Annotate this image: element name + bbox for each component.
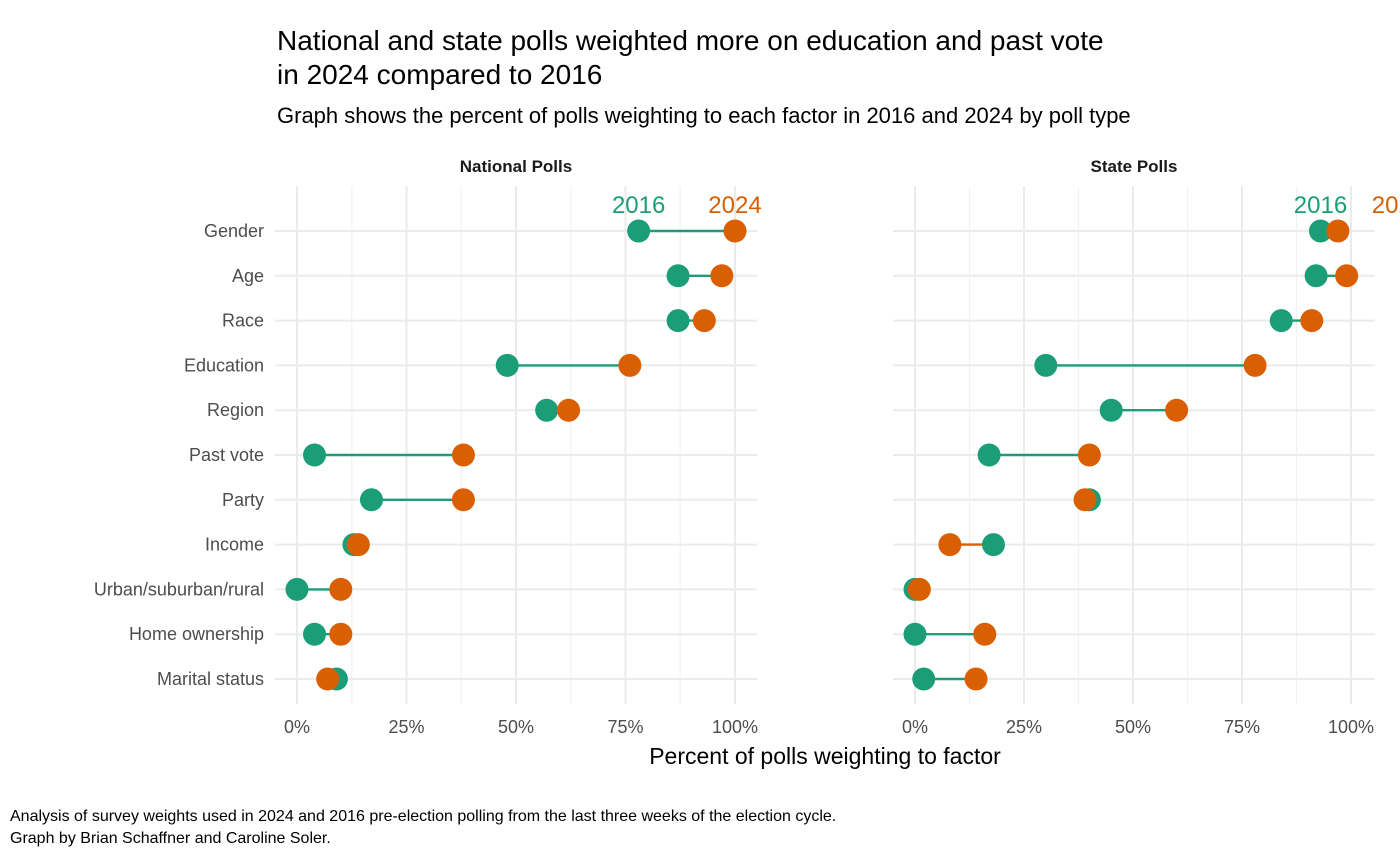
point-2016	[981, 533, 1005, 557]
point-2016	[359, 488, 383, 512]
point-2024	[451, 443, 475, 467]
legend-label-2016: 2016	[1294, 192, 1347, 219]
point-2024	[1243, 353, 1267, 377]
legend-label-2024: 2024	[708, 192, 761, 219]
facet-title: State Polls	[1091, 157, 1178, 176]
x-tick-label: 0%	[902, 717, 928, 737]
point-2024	[1300, 309, 1324, 333]
point-2024	[1073, 488, 1097, 512]
x-axis-label: Percent of polls weighting to factor	[649, 743, 1001, 769]
facet-title: National Polls	[460, 157, 572, 176]
point-2024	[329, 577, 353, 601]
x-tick-label: 0%	[284, 717, 310, 737]
point-2016	[303, 622, 327, 646]
point-2024	[964, 667, 988, 691]
point-2016	[1034, 353, 1058, 377]
point-2024	[1077, 443, 1101, 467]
point-2024	[1326, 219, 1350, 243]
category-label: Gender	[204, 221, 264, 241]
point-2024	[557, 398, 581, 422]
x-tick-label: 100%	[1328, 717, 1374, 737]
point-2024	[451, 488, 475, 512]
point-2016	[1308, 219, 1332, 243]
x-tick-label: 100%	[712, 717, 758, 737]
category-labels: Gender Age Race Education Region Past vote Par…	[94, 221, 264, 689]
category-label: Age	[232, 266, 264, 286]
point-2024	[316, 667, 340, 691]
legend-label-2024: 2024	[1372, 192, 1400, 219]
point-2024	[907, 577, 931, 601]
point-2024	[710, 264, 734, 288]
chart-subtitle: Graph shows the percent of polls weighti…	[277, 103, 1131, 128]
x-tick-label: 25%	[388, 717, 424, 737]
point-2016	[535, 398, 559, 422]
point-2024	[723, 219, 747, 243]
point-2024	[329, 622, 353, 646]
x-tick-label: 75%	[607, 717, 643, 737]
point-2024	[692, 309, 716, 333]
x-tick-label: 50%	[1115, 717, 1151, 737]
point-2024	[973, 622, 997, 646]
category-label: Marital status	[157, 669, 264, 689]
category-label: Urban/suburban/rural	[94, 579, 264, 599]
point-2016	[303, 443, 327, 467]
point-2016	[1269, 309, 1293, 333]
point-2024	[346, 533, 370, 557]
point-2016	[666, 264, 690, 288]
point-2016	[627, 219, 651, 243]
point-2024	[1165, 398, 1189, 422]
caption-line-1: Analysis of survey weights used in 2024 …	[10, 808, 836, 825]
facet-panel: National Polls 0% 25% 50% 75% 100% 2016 2024	[275, 157, 762, 737]
chart-title-line-1: National and state polls weighted more o…	[277, 25, 1104, 56]
facet-panel: State Polls 0% 25% 50% 75% 100% 2016 2024	[893, 157, 1400, 737]
category-label: Past vote	[189, 445, 264, 465]
point-2016	[1099, 398, 1123, 422]
point-2024	[938, 533, 962, 557]
point-2024	[1335, 264, 1359, 288]
point-2016	[1304, 264, 1328, 288]
caption-line-2: Graph by Brian Schaffner and Caroline So…	[10, 830, 331, 847]
category-label: Region	[207, 400, 264, 420]
point-2016	[912, 667, 936, 691]
point-2016	[495, 353, 519, 377]
point-2016	[977, 443, 1001, 467]
point-2016	[666, 309, 690, 333]
x-tick-label: 50%	[498, 717, 534, 737]
point-2016	[903, 622, 927, 646]
category-label: Home ownership	[129, 624, 264, 644]
category-label: Race	[222, 311, 264, 331]
chart-title-line-2: in 2024 compared to 2016	[277, 59, 602, 90]
x-tick-label: 75%	[1224, 717, 1260, 737]
point-2024	[618, 353, 642, 377]
category-label: Income	[205, 535, 264, 555]
point-2016	[285, 577, 309, 601]
legend-label-2016: 2016	[612, 192, 665, 219]
category-label: Education	[184, 355, 264, 375]
x-tick-label: 25%	[1006, 717, 1042, 737]
category-label: Party	[222, 490, 264, 510]
